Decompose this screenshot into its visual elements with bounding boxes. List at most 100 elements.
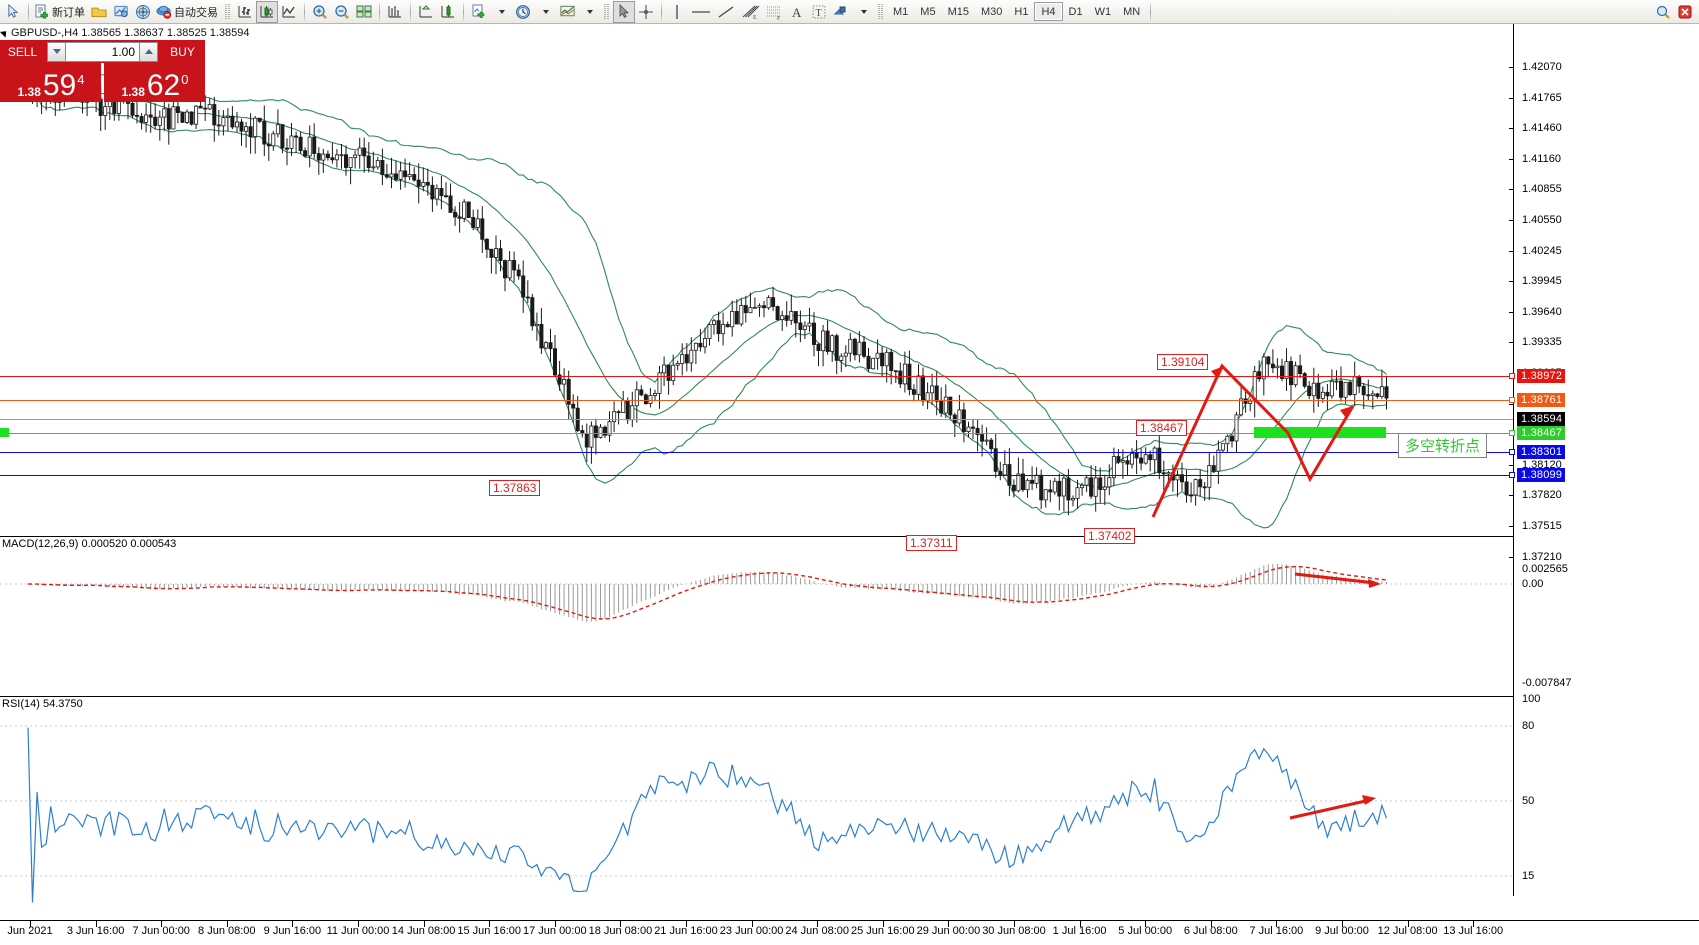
volume-increase-button[interactable] — [139, 41, 158, 62]
svg-text:E: E — [753, 15, 757, 20]
auto-scroll-icon[interactable] — [437, 1, 459, 23]
price-tick-label: 1.42070 — [1522, 61, 1562, 73]
one-click-trading-panel[interactable]: SELL 1.00 BUY 1.38 59 4 1.38 62 0 — [0, 40, 205, 102]
swing-label-137311[interactable]: 1.37311 — [906, 535, 957, 551]
price-tick-label: 1.39335 — [1522, 336, 1562, 349]
pointer-icon[interactable] — [613, 0, 635, 23]
price-tag-pivot-green[interactable]: 1.38467 — [1509, 426, 1566, 440]
level-line-138467[interactable] — [0, 433, 1513, 434]
templates-dropdown-arrow[interactable] — [578, 1, 600, 23]
fibonacci-icon[interactable]: F — [762, 1, 786, 23]
timeframe-m15[interactable]: M15 — [947, 5, 969, 18]
trend-reversal-annotation[interactable]: 多空转折点 — [1398, 433, 1488, 458]
toolbar-grip-2[interactable] — [603, 3, 610, 21]
timeframe-m5[interactable]: M5 — [920, 5, 936, 18]
grid-icon[interactable] — [384, 1, 406, 23]
level-line-138761[interactable] — [0, 400, 1513, 401]
level-line-138972[interactable] — [0, 376, 1513, 377]
price-tag-last-price[interactable]: 1.38594 — [1517, 412, 1566, 426]
price-tick-label: 1.41765 — [1522, 91, 1562, 104]
volume-decrease-button[interactable] — [47, 41, 66, 62]
swing-label-137863[interactable]: 1.37863 — [489, 480, 541, 496]
timeframe-h4[interactable]: H4 — [1034, 2, 1063, 21]
price-tick-mark — [1509, 526, 1514, 527]
shapes-dropdown-arrow[interactable] — [852, 1, 874, 23]
sell-button[interactable]: SELL — [0, 40, 45, 63]
time-axis: Jun 2021 3 Jun 16:00 7 Jun 00:00 8 Jun 08:0… — [0, 920, 1699, 945]
price-tick-mark — [1509, 97, 1514, 99]
new-order-button[interactable]: 新订单 — [33, 1, 88, 23]
zoom-out-icon[interactable] — [331, 1, 353, 23]
volume-control[interactable]: 1.00 — [45, 40, 160, 63]
shapes-icon[interactable] — [830, 1, 852, 23]
bar-chart-icon[interactable] — [234, 1, 256, 23]
time-axis-label: 15 Jun 16:00 — [457, 925, 521, 937]
indicators-dropdown-arrow[interactable] — [490, 1, 512, 23]
candlestick-chart-icon[interactable] — [256, 0, 278, 23]
macd-tick-bottom: -0.007847 — [1522, 677, 1572, 689]
timeframe-mn[interactable]: MN — [1123, 5, 1141, 18]
price-tag-resistance-red[interactable]: 1.38972 — [1509, 369, 1566, 383]
level-handle-icon[interactable] — [1509, 472, 1515, 478]
time-tick-mark — [358, 921, 359, 927]
time-axis-label: 30 Jun 08:00 — [982, 925, 1046, 937]
price-tag-resistance-orange[interactable]: 1.38761 — [1509, 393, 1566, 407]
trend-line-icon[interactable] — [714, 1, 738, 23]
swing-label-138467[interactable]: 1.38467 — [1136, 420, 1188, 436]
timeframe-m1[interactable]: M1 — [893, 5, 909, 18]
level-line-138594 — [0, 419, 1513, 420]
time-axis-label: 1 Jul 16:00 — [1052, 925, 1107, 937]
tile-windows-icon[interactable] — [353, 1, 375, 23]
horizontal-line-icon[interactable] — [688, 1, 714, 23]
level-handle-icon[interactable] — [1509, 449, 1515, 455]
rsi-canvas — [0, 725, 1513, 903]
text-label-icon[interactable]: T — [808, 1, 830, 23]
chart-area[interactable]: GBPUSD-,H4 1.38565 1.38637 1.38525 1.385… — [0, 24, 1699, 921]
indicators-icon[interactable] — [468, 1, 490, 23]
timeframe-m30[interactable]: M30 — [980, 5, 1003, 18]
period-dropdown-arrow[interactable] — [534, 1, 556, 23]
price-tag-support-blue-2[interactable]: 1.38099 — [1509, 468, 1566, 482]
sell-price-display[interactable]: 1.38 59 4 — [0, 63, 101, 102]
rsi-series — [27, 727, 1388, 903]
buy-button[interactable]: BUY — [160, 40, 205, 63]
timeframe-w1[interactable]: W1 — [1094, 5, 1112, 18]
line-chart-icon[interactable] — [278, 1, 300, 23]
level-handle-icon[interactable] — [1509, 373, 1515, 379]
text-icon[interactable]: A — [786, 1, 808, 23]
toolbar-overflow-icon[interactable] — [1655, 4, 1677, 20]
crosshair-icon[interactable] — [635, 1, 657, 23]
vertical-line-icon[interactable] — [666, 1, 688, 23]
level-line-138099[interactable] — [0, 475, 1513, 476]
level-line-138301[interactable] — [0, 452, 1513, 453]
globe-icon[interactable] — [132, 1, 154, 23]
price-tick-label: 1.40245 — [1522, 244, 1562, 257]
timeframe-h1[interactable]: H1 — [1014, 5, 1029, 18]
elliott-wave-icon[interactable]: E — [738, 1, 762, 23]
auto-trading-button[interactable]: 自动交易 — [154, 1, 221, 23]
volume-input[interactable]: 1.00 — [66, 41, 139, 62]
toolbar-close-icon[interactable] — [1677, 4, 1697, 20]
pivot-anchor-left[interactable] — [0, 428, 9, 437]
print-preview-icon[interactable] — [110, 1, 132, 23]
toolbar-grip-1[interactable] — [224, 3, 231, 21]
price-tag-support-blue-1[interactable]: 1.38301 — [1509, 445, 1566, 459]
period-icon[interactable] — [512, 1, 534, 23]
zoom-in-icon[interactable] — [309, 1, 331, 23]
level-handle-icon[interactable] — [1509, 430, 1515, 436]
shift-chart-icon[interactable] — [415, 1, 437, 23]
timeframe-d1[interactable]: D1 — [1068, 5, 1083, 18]
folder-icon[interactable] — [88, 1, 110, 23]
time-axis-label: 12 Jul 08:00 — [1377, 925, 1438, 937]
macd-arrow-line — [1294, 572, 1376, 585]
toolbar-grip-3[interactable] — [877, 3, 884, 21]
level-handle-icon[interactable] — [1509, 397, 1515, 403]
pivot-zone-highlight[interactable] — [1254, 427, 1386, 438]
templates-icon[interactable] — [556, 1, 578, 23]
swing-label-139104[interactable]: 1.39104 — [1157, 354, 1209, 370]
cursor-icon[interactable] — [2, 1, 24, 23]
swing-label-137402[interactable]: 1.37402 — [1084, 528, 1136, 544]
symbol-ohlc-header: GBPUSD-,H4 1.38565 1.38637 1.38525 1.385… — [0, 27, 250, 39]
time-tick-mark — [1473, 921, 1475, 927]
buy-price-display[interactable]: 1.38 62 0 — [104, 63, 205, 102]
